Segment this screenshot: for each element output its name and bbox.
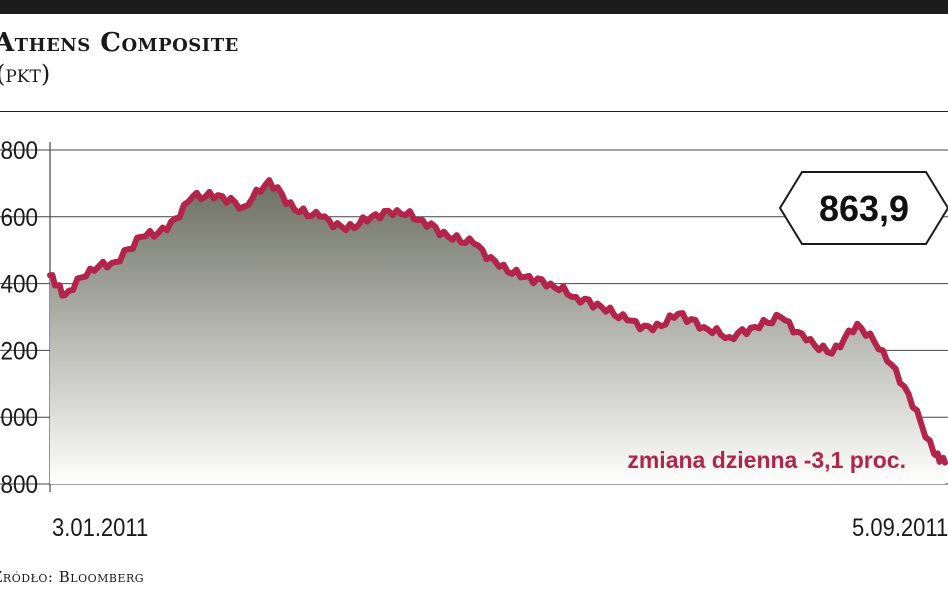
last-value-label: 863,9 [819, 188, 909, 229]
chart-svg: 800 1000 1200 1400 1600 1800 863,9 zmiana dzien… [0, 137, 948, 499]
chart-title: Athens Composite [0, 28, 239, 58]
top-bar [0, 0, 948, 14]
area-fill [50, 180, 945, 484]
source-note: Źródło: Bloomberg [0, 568, 145, 586]
x-start-label: 3.01.2011 [52, 514, 149, 542]
series-line [47, 177, 948, 466]
chart-unit: (pkt) [0, 60, 51, 88]
y-tick-label: 1600 [0, 204, 38, 232]
y-tick-label: 1200 [0, 337, 38, 365]
y-tick-label: 1000 [0, 404, 38, 432]
last-value-callout [778, 171, 948, 245]
y-tick-label: 1400 [0, 271, 38, 299]
x-end-label: 5.09.2011 [852, 514, 948, 542]
y-tick-label: 1800 [0, 137, 38, 165]
y-tick-label: 800 [0, 471, 38, 499]
header-rule [0, 111, 948, 112]
annotation-label: zmiana dzienna -3,1 proc. [627, 447, 906, 473]
